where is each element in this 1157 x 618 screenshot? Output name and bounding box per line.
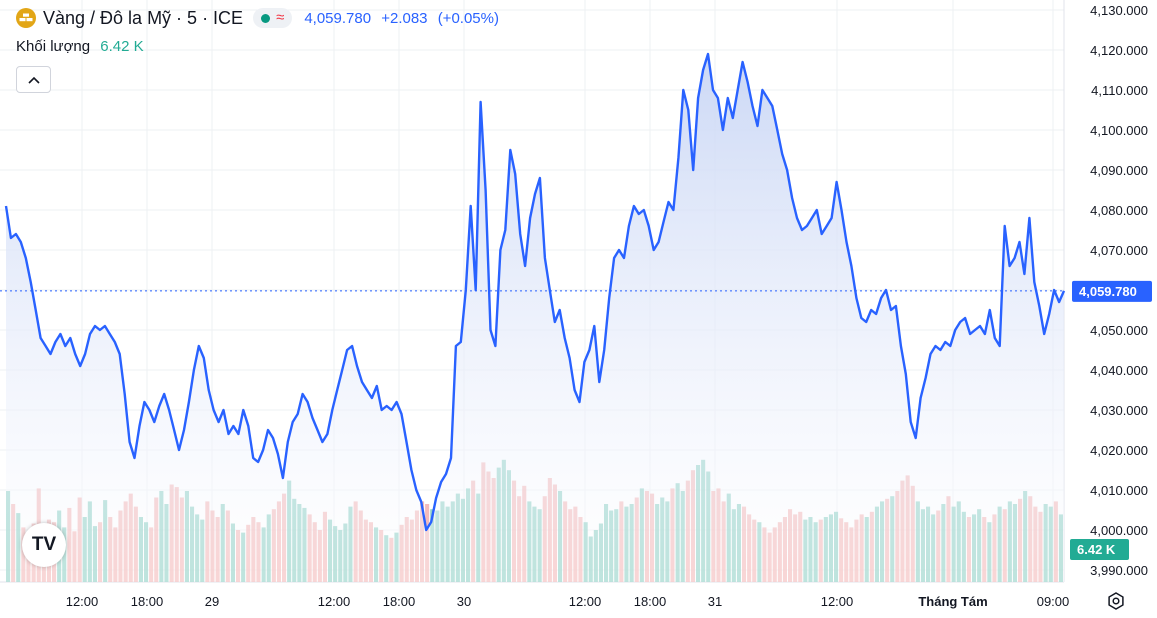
- volume-legend[interactable]: Khối lượng 6.42 K: [16, 38, 144, 55]
- y-tick-label: 3,990.000: [1090, 563, 1148, 578]
- time-axis[interactable]: 12:00 18:00 29 12:00 18:00 30 12:00 18:00 31 12:0…: [66, 594, 1070, 609]
- x-tick-label: 12:00: [821, 594, 854, 609]
- price-area-fill: [6, 54, 1064, 582]
- y-tick-label: 4,120.000: [1090, 43, 1148, 58]
- price-info: 4,059.780 +2.083 (+0.05%): [304, 10, 505, 27]
- volume-value: 6.42 K: [100, 38, 144, 55]
- y-tick-label: 4,010.000: [1090, 483, 1148, 498]
- chevron-up-icon: [27, 76, 40, 84]
- last-price-label-text: 4,059.780: [1079, 284, 1137, 299]
- price-axis[interactable]: 4,130.000 4,120.000 4,110.000 4,100.000 4,09…: [1090, 3, 1148, 578]
- market-open-icon: [261, 13, 271, 23]
- symbol-legend[interactable]: Vàng / Đô la Mỹ · 5 · ICE ≈ 4,059.780 +2…: [16, 6, 505, 30]
- x-tick-label: Tháng Tám: [918, 594, 987, 609]
- last-price-label: 4,059.780: [1072, 280, 1152, 302]
- y-tick-label: 4,090.000: [1090, 163, 1148, 178]
- x-tick-label: 30: [457, 594, 471, 609]
- y-tick-label: 4,050.000: [1090, 323, 1148, 338]
- last-volume-label: 6.42 K: [1070, 539, 1129, 560]
- x-tick-label: 09:00: [1037, 594, 1070, 609]
- gold-coin-icon: [16, 8, 36, 28]
- x-tick-label: 31: [708, 594, 722, 609]
- market-status-pill[interactable]: ≈: [253, 8, 293, 28]
- y-tick-label: 4,130.000: [1090, 3, 1148, 18]
- volume-label: Khối lượng: [16, 38, 91, 55]
- y-tick-label: 4,040.000: [1090, 363, 1148, 378]
- gear-icon[interactable]: [1106, 591, 1126, 611]
- x-tick-label: 12:00: [66, 594, 99, 609]
- current-price: 4,059.780: [304, 9, 372, 27]
- symbol-title[interactable]: Vàng / Đô la Mỹ · 5 · ICE: [43, 7, 244, 28]
- y-tick-label: 4,000.000: [1090, 523, 1148, 538]
- x-tick-label: 12:00: [569, 594, 602, 609]
- y-tick-label: 4,070.000: [1090, 243, 1148, 258]
- collapse-legend-button[interactable]: [16, 66, 51, 93]
- tradingview-logo[interactable]: TV: [22, 523, 66, 567]
- y-tick-label: 4,020.000: [1090, 443, 1148, 458]
- price-line: [4, 52, 1066, 532]
- y-tick-label: 4,030.000: [1090, 403, 1148, 418]
- x-tick-label: 18:00: [634, 594, 667, 609]
- x-tick-label: 18:00: [383, 594, 416, 609]
- delayed-data-icon: ≈: [276, 9, 285, 26]
- last-volume-label-text: 6.42 K: [1077, 542, 1116, 557]
- x-tick-label: 29: [205, 594, 219, 609]
- y-tick-label: 4,100.000: [1090, 123, 1148, 138]
- price-change: +2.083: [381, 9, 428, 27]
- x-tick-label: 18:00: [131, 594, 164, 609]
- price-change-percent: (+0.05%): [437, 9, 499, 27]
- x-tick-label: 12:00: [318, 594, 351, 609]
- y-tick-label: 4,110.000: [1091, 83, 1148, 98]
- y-tick-label: 4,080.000: [1090, 203, 1148, 218]
